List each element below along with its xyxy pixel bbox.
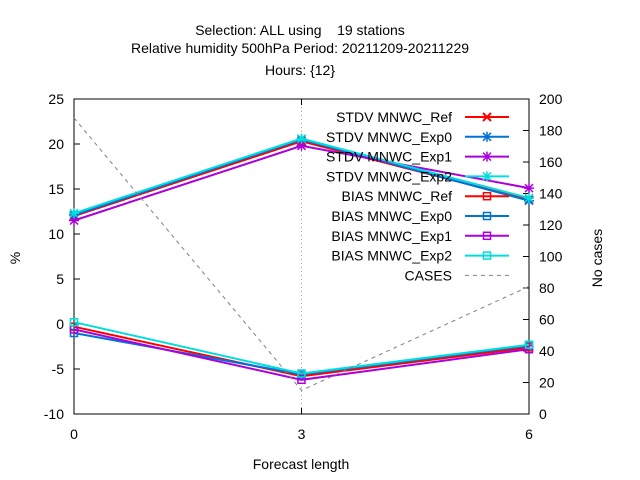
legend-marker-stdv-mnwc-exp0-stroke	[482, 131, 492, 142]
y-tick-label: -10	[44, 406, 64, 422]
series-line-bias-mnwc-exp1	[73, 328, 530, 381]
legend-label-stdv-mnwc-exp1: STDV MNWC_Exp1	[326, 149, 452, 165]
x-tick-label: 3	[298, 426, 306, 442]
point-stdv-mnwc-exp2-2	[524, 193, 534, 203]
y-tick-label: 0	[56, 316, 64, 332]
legend: STDV MNWC_Ref STDV MNWC_Exp0 STDV MNWC_Exp…	[326, 109, 509, 283]
legend-marker-stdv-mnwc-exp1	[482, 151, 492, 162]
y2-tick-label: 40	[539, 343, 555, 359]
y-tick-label: 15	[48, 181, 64, 197]
legend-marker-stdv-mnwc-exp1-stroke	[482, 151, 492, 162]
point-stdv-mnwc-exp1-1-stroke	[296, 140, 307, 151]
y2-tick-label: 160	[539, 154, 563, 170]
y-tick-label: 5	[56, 271, 64, 287]
x-tick-label: 6	[525, 426, 533, 442]
chart-title-line-2: Relative humidity 500hPa Period: 2021120…	[131, 40, 469, 56]
tick-layer: -10-505101520250204060801001201401601802…	[44, 91, 563, 442]
y2-axis-label: No cases	[589, 229, 605, 287]
series-line-bias-mnwc-exp2	[73, 321, 530, 375]
legend-label-bias-mnwc-exp1: BIAS MNWC_Exp1	[331, 228, 452, 244]
legend-label-stdv-mnwc-exp2: STDV MNWC_Exp2	[326, 168, 452, 184]
point-bias-mnwc-exp2-2	[524, 340, 534, 349]
legend-marker-bias-mnwc-exp1	[482, 231, 492, 241]
y2-tick-label: 180	[539, 123, 563, 139]
point-bias-mnwc-exp2-0	[69, 317, 79, 327]
legend-label-bias-mnwc-exp0: BIAS MNWC_Exp0	[331, 208, 452, 224]
point-stdv-mnwc-exp1-1	[296, 140, 307, 151]
y2-tick-label: 60	[539, 312, 555, 328]
point-stdv-mnwc-exp1-0	[69, 215, 79, 226]
y-tick-label: 10	[48, 226, 64, 242]
point-stdv-mnwc-exp1-2-stroke	[524, 183, 534, 194]
legend-label-bias-mnwc-ref: BIAS MNWC_Ref	[342, 188, 453, 204]
y2-tick-label: 100	[539, 249, 563, 265]
series-layer	[69, 117, 534, 391]
legend-marker-stdv-mnwc-ref	[482, 112, 492, 122]
y-tick-label: -5	[52, 361, 65, 377]
y2-tick-label: 80	[539, 280, 555, 296]
legend-marker-bias-mnwc-exp0	[482, 211, 492, 221]
series-line-cases	[73, 117, 530, 391]
point-stdv-mnwc-exp1-2	[524, 183, 534, 194]
y2-tick-label: 20	[539, 375, 555, 391]
y-tick-label: 20	[48, 136, 64, 152]
y2-tick-label: 140	[539, 186, 563, 202]
point-stdv-mnwc-exp1-0-stroke	[69, 215, 79, 226]
legend-label-cases: CASES	[405, 267, 452, 283]
legend-marker-stdv-mnwc-exp2	[482, 171, 492, 182]
chart-title-line-1: Selection: ALL using 19 stations	[195, 22, 405, 38]
y2-tick-label: 120	[539, 217, 563, 233]
legend-marker-bias-mnwc-exp2	[482, 251, 492, 260]
point-stdv-mnwc-exp2-0-stroke	[69, 208, 79, 219]
legend-label-bias-mnwc-exp2: BIAS MNWC_Exp2	[331, 248, 452, 264]
legend-marker-stdv-mnwc-ref-stroke	[482, 112, 492, 122]
x-tick-label: 0	[70, 426, 78, 442]
series-line-stdv-mnwc-ref	[73, 140, 530, 217]
point-bias-mnwc-exp2-1	[297, 369, 306, 378]
legend-label-stdv-mnwc-exp0: STDV MNWC_Exp0	[326, 129, 452, 145]
point-stdv-mnwc-exp2-2-stroke	[524, 193, 534, 203]
point-stdv-mnwc-exp2-1-stroke	[296, 133, 307, 144]
y2-tick-label: 200	[539, 91, 563, 107]
y-tick-label: 25	[48, 91, 64, 107]
y2-tick-label: 0	[539, 406, 547, 422]
chart-title-line-3: Hours: {12}	[265, 62, 335, 78]
point-stdv-mnwc-exp2-0	[69, 208, 79, 219]
legend-label-stdv-mnwc-ref: STDV MNWC_Ref	[336, 109, 452, 125]
legend-marker-stdv-mnwc-exp0	[482, 131, 492, 142]
point-stdv-mnwc-exp2-1	[296, 133, 307, 144]
legend-marker-stdv-mnwc-exp2-stroke	[482, 171, 492, 182]
legend-marker-bias-mnwc-ref	[482, 191, 492, 201]
x-axis-label: Forecast length	[253, 456, 350, 472]
y-axis-label: %	[7, 252, 23, 264]
